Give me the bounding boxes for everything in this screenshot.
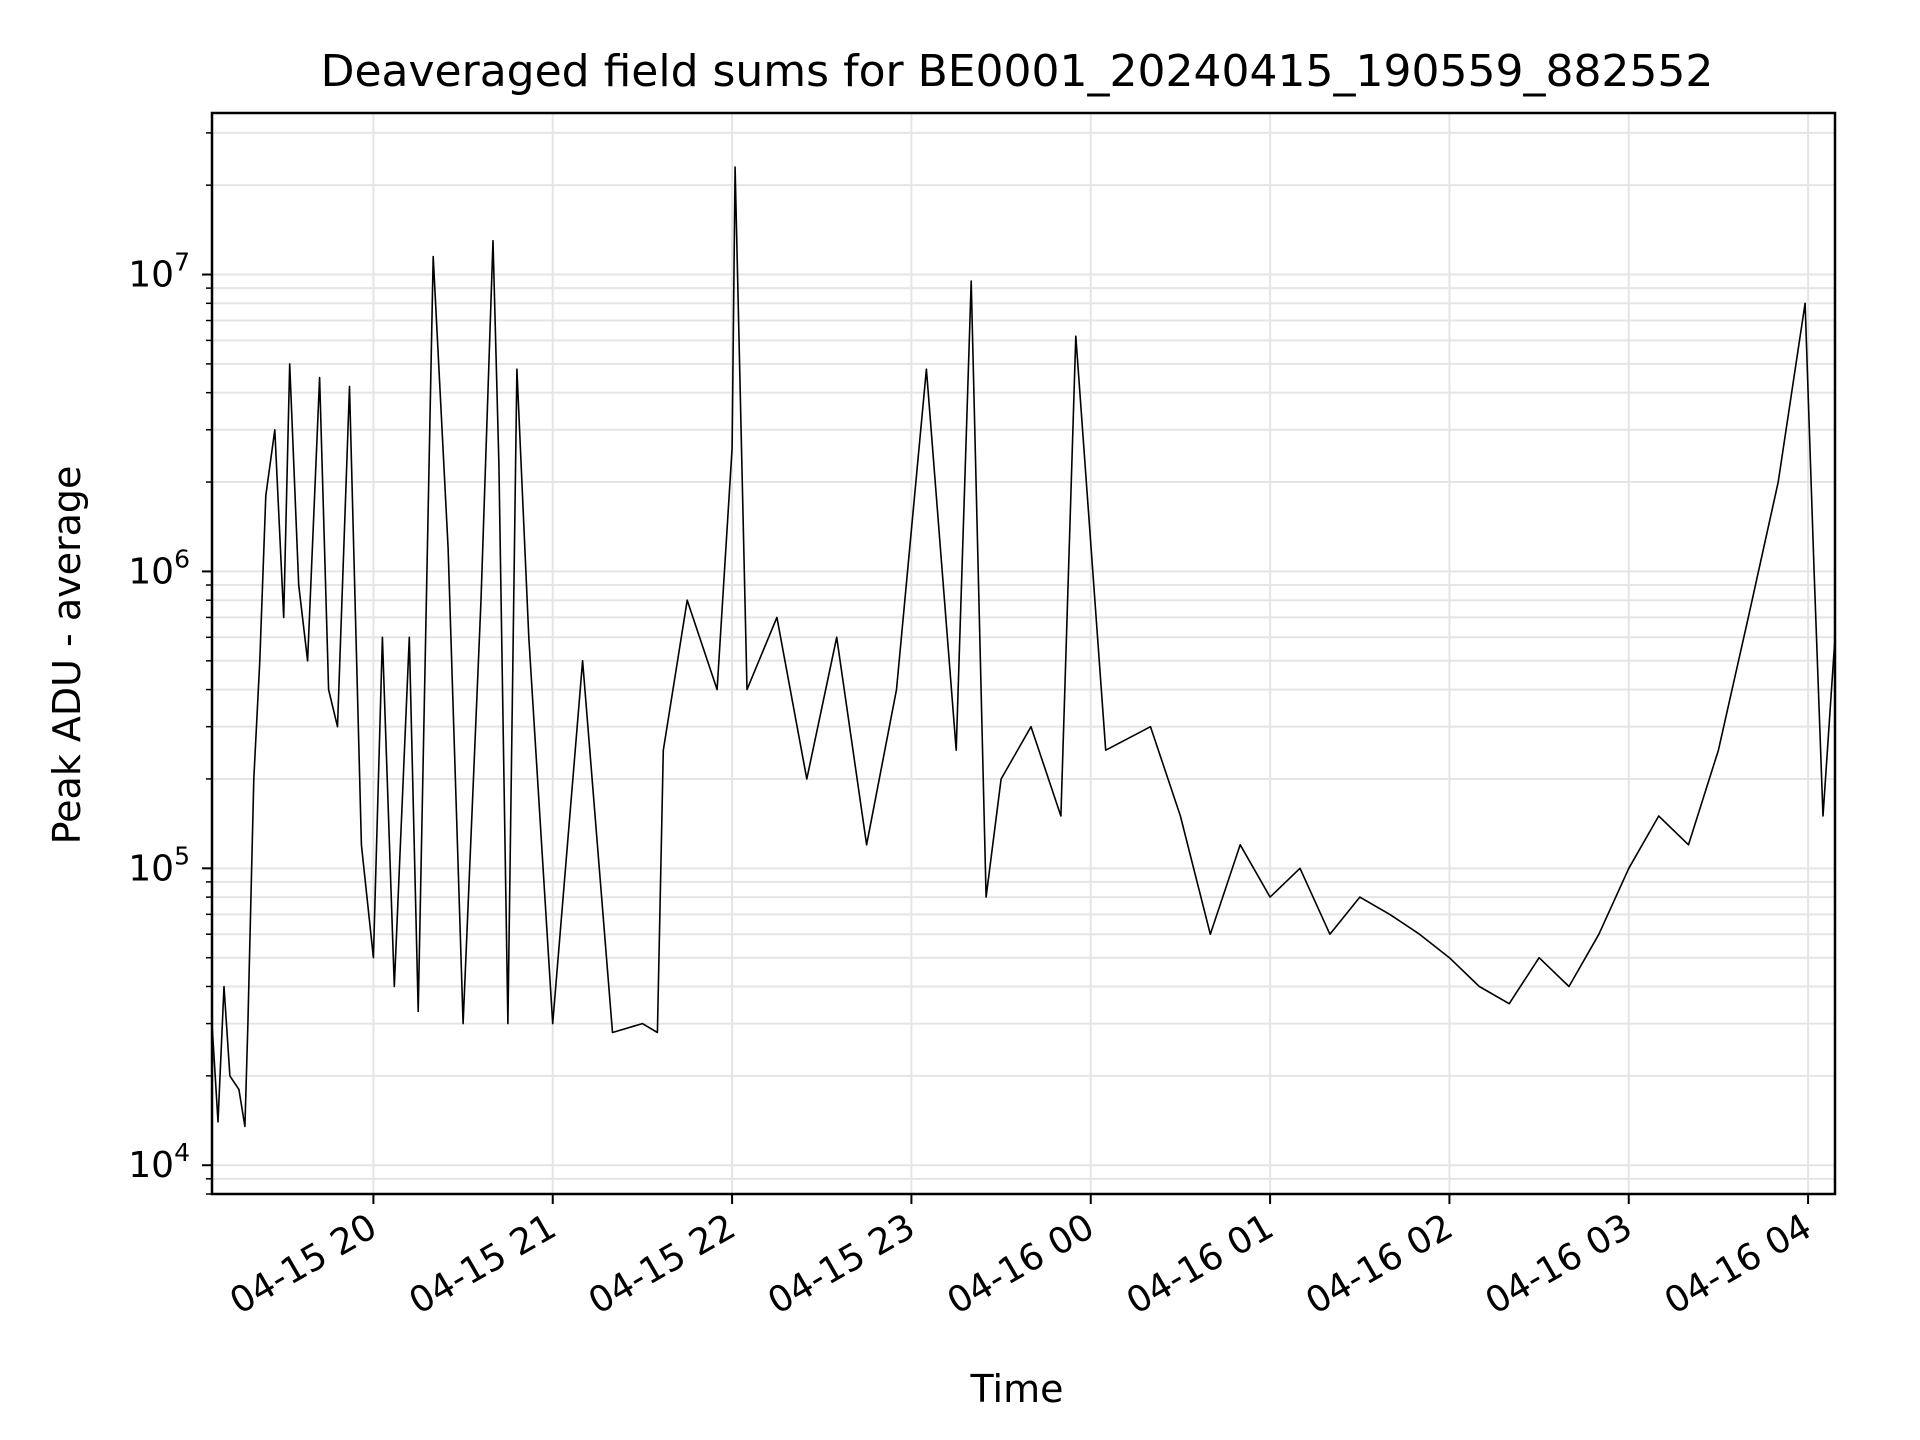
chart-title: Deaveraged field sums for BE0001_2024041… <box>321 46 1714 97</box>
series-layer <box>211 166 1836 1128</box>
y-tick-base: 10 <box>128 848 174 889</box>
y-tick-label: 104 <box>128 1138 190 1186</box>
y-tick-base: 10 <box>128 1145 174 1186</box>
y-tick-exponent: 7 <box>174 248 190 277</box>
y-tick-label: 106 <box>128 544 190 592</box>
y-tick-exponent: 5 <box>174 841 190 870</box>
series-line <box>211 166 1836 1128</box>
y-tick-exponent: 6 <box>174 544 190 573</box>
plot-area-frame <box>210 111 1837 1196</box>
y-tick-exponent: 4 <box>174 1138 190 1167</box>
grid <box>212 113 1835 1195</box>
y-tick-base: 10 <box>128 255 174 296</box>
y-tick-label: 107 <box>128 248 190 296</box>
y-tick-label: 105 <box>128 841 190 889</box>
x-axis-label: Time <box>970 1367 1064 1411</box>
y-axis-label: Peak ADU - average <box>45 466 89 845</box>
y-tick-base: 10 <box>128 551 174 592</box>
